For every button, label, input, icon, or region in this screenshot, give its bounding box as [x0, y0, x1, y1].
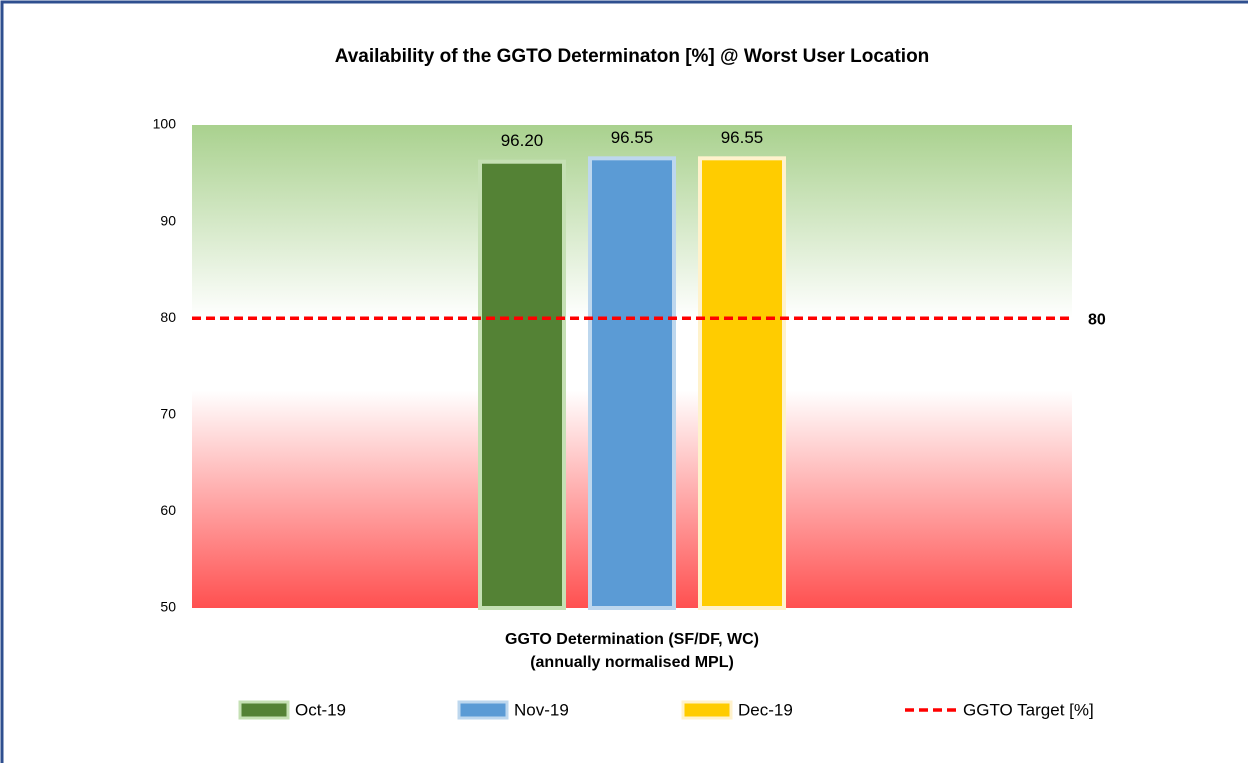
bar: [588, 156, 676, 610]
target-label: 80: [1088, 311, 1106, 328]
legend-label: Dec-19: [738, 700, 793, 719]
y-tick-label: 70: [160, 406, 176, 422]
legend-label: GGTO Target [%]: [963, 700, 1094, 719]
legend-label: Oct-19: [295, 700, 346, 719]
data-label: 96.55: [611, 128, 654, 147]
legend-label: Nov-19: [514, 700, 569, 719]
chart-title: Availability of the GGTO Determinaton [%…: [335, 46, 930, 67]
y-tick-label: 80: [160, 309, 176, 325]
data-label: 96.20: [501, 131, 544, 150]
bar: [698, 156, 786, 610]
bar: [478, 159, 566, 610]
legend-swatch: [681, 700, 733, 720]
legend-swatch: [457, 700, 509, 720]
y-tick-label: 50: [160, 599, 176, 615]
x-axis-label: (annually normalised MPL): [530, 654, 734, 671]
legend-swatch: [238, 700, 290, 720]
x-axis-label: GGTO Determination (SF/DF, WC): [505, 631, 759, 648]
y-tick-label: 100: [153, 116, 177, 132]
y-tick-label: 90: [160, 212, 176, 228]
y-tick-label: 60: [160, 502, 176, 518]
data-label: 96.55: [721, 128, 764, 147]
